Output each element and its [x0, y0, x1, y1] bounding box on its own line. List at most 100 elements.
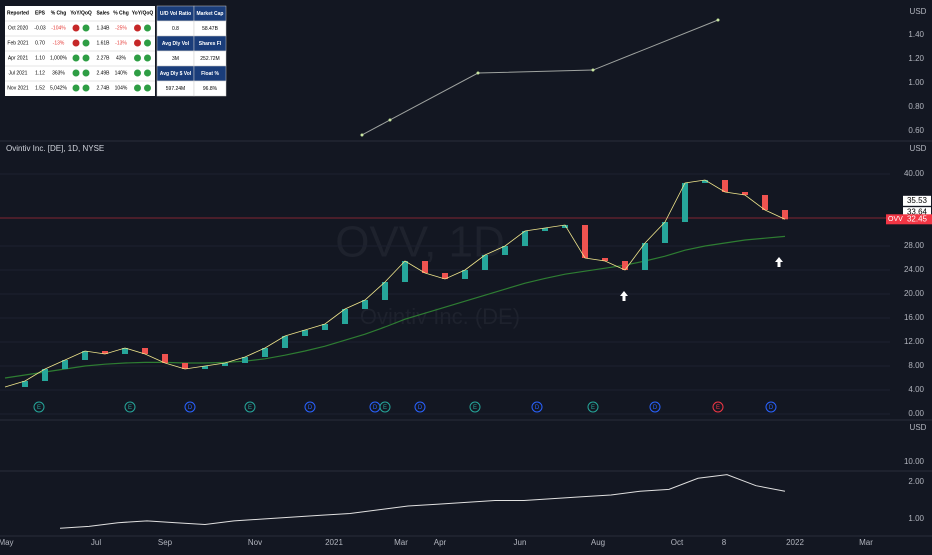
candle: [402, 261, 408, 282]
event-label[interactable]: E: [473, 405, 477, 411]
eps-point: [360, 133, 364, 137]
candle: [302, 330, 308, 336]
event-label[interactable]: D: [535, 405, 540, 411]
event-marker[interactable]: [244, 401, 256, 413]
event-label[interactable]: E: [591, 405, 595, 411]
candle: [602, 258, 608, 261]
table-cell: -25%: [115, 25, 127, 31]
candle: [582, 225, 588, 258]
candle: [382, 282, 388, 300]
y-tick-label: 1.40: [908, 30, 924, 39]
event-marker[interactable]: [531, 401, 543, 413]
event-marker[interactable]: [765, 401, 777, 413]
watermark: OVV, 1D: [335, 218, 505, 267]
candle: [442, 273, 448, 279]
eps-point: [716, 18, 720, 22]
x-tick-label: Nov: [248, 538, 262, 547]
last-price: 32.45: [907, 214, 928, 223]
status-dot: [72, 24, 80, 32]
status-dot: [144, 54, 151, 62]
event-marker[interactable]: [379, 401, 391, 413]
x-tick-label: Mar: [394, 538, 408, 547]
status-dot: [82, 84, 90, 92]
event-label[interactable]: E: [716, 405, 720, 411]
event-marker[interactable]: [587, 401, 599, 413]
candle: [122, 348, 128, 354]
y-tick-label: 1.00: [908, 78, 924, 87]
x-tick-label: 2022: [786, 538, 804, 547]
table-cell: 363%: [52, 70, 65, 76]
candle: [462, 270, 468, 279]
table-cell: 1.61B: [96, 40, 110, 46]
candle: [22, 381, 28, 387]
event-label[interactable]: E: [383, 405, 387, 411]
x-tick-label: Sep: [158, 538, 173, 547]
status-dot: [72, 69, 80, 77]
candle: [642, 243, 648, 270]
y-tick-label: 28.00: [904, 241, 925, 250]
event-label[interactable]: E: [128, 405, 132, 411]
candle: [322, 324, 328, 330]
status-dot: [82, 54, 90, 62]
table-header: % Chg: [51, 10, 67, 16]
event-label[interactable]: D: [769, 405, 774, 411]
candle: [82, 351, 88, 360]
table-cell: -0.03: [34, 25, 46, 31]
event-label[interactable]: E: [248, 405, 252, 411]
status-dot: [144, 69, 151, 77]
currency-label: USD: [910, 423, 927, 432]
x-tick-label: Jul: [91, 538, 101, 547]
event-label[interactable]: D: [373, 405, 378, 411]
event-marker[interactable]: [414, 401, 426, 413]
candle: [262, 348, 268, 357]
eps-point: [591, 68, 595, 72]
event-marker[interactable]: [712, 401, 724, 413]
metric-text: Avg Dly $ Vol: [160, 71, 192, 77]
table-cell: 140%: [115, 70, 128, 76]
candle: [162, 354, 168, 363]
event-label[interactable]: D: [188, 405, 193, 411]
currency-label: USD: [910, 7, 927, 16]
y-tick-label: 2.00: [908, 477, 924, 486]
candle: [662, 222, 668, 243]
event-label[interactable]: D: [308, 405, 313, 411]
table-cell: 1,000%: [50, 55, 68, 61]
event-marker[interactable]: [184, 401, 196, 413]
candle: [102, 351, 108, 354]
metric-cell: [193, 80, 227, 97]
status-dot: [134, 54, 141, 62]
status-dot: [134, 69, 141, 77]
x-tick-label: Apr: [434, 538, 447, 547]
event-marker[interactable]: [469, 401, 481, 413]
metric-text: Float %: [201, 71, 219, 77]
x-tick-label: Mar: [859, 538, 873, 547]
event-label[interactable]: D: [418, 405, 423, 411]
watermark: Ovintiv Inc. (DE): [360, 304, 520, 329]
status-dot: [72, 39, 80, 47]
arrow: [620, 291, 628, 301]
eps-point: [388, 118, 392, 122]
table-header: EPS: [35, 10, 46, 16]
candle: [222, 363, 228, 366]
event-marker[interactable]: [649, 401, 661, 413]
event-marker[interactable]: [304, 401, 316, 413]
candle: [542, 228, 548, 231]
candle: [422, 261, 428, 273]
price-tag: [903, 207, 931, 218]
event-marker[interactable]: [33, 401, 45, 413]
candle: [782, 210, 788, 220]
close-line: [4, 179, 786, 388]
event-marker[interactable]: [124, 401, 136, 413]
candle: [62, 360, 68, 369]
table-header: % Chg: [113, 10, 129, 16]
table-cell: 1.10: [35, 55, 45, 61]
candle: [502, 246, 508, 255]
event-label[interactable]: E: [37, 405, 41, 411]
event-label[interactable]: D: [653, 405, 658, 411]
table-cell: -13%: [115, 40, 127, 46]
table-cell: 1.52: [35, 85, 45, 91]
candle: [722, 180, 728, 192]
metric-text: Avg Dly Vol: [162, 41, 190, 47]
y-tick-label: 12.00: [904, 337, 925, 346]
